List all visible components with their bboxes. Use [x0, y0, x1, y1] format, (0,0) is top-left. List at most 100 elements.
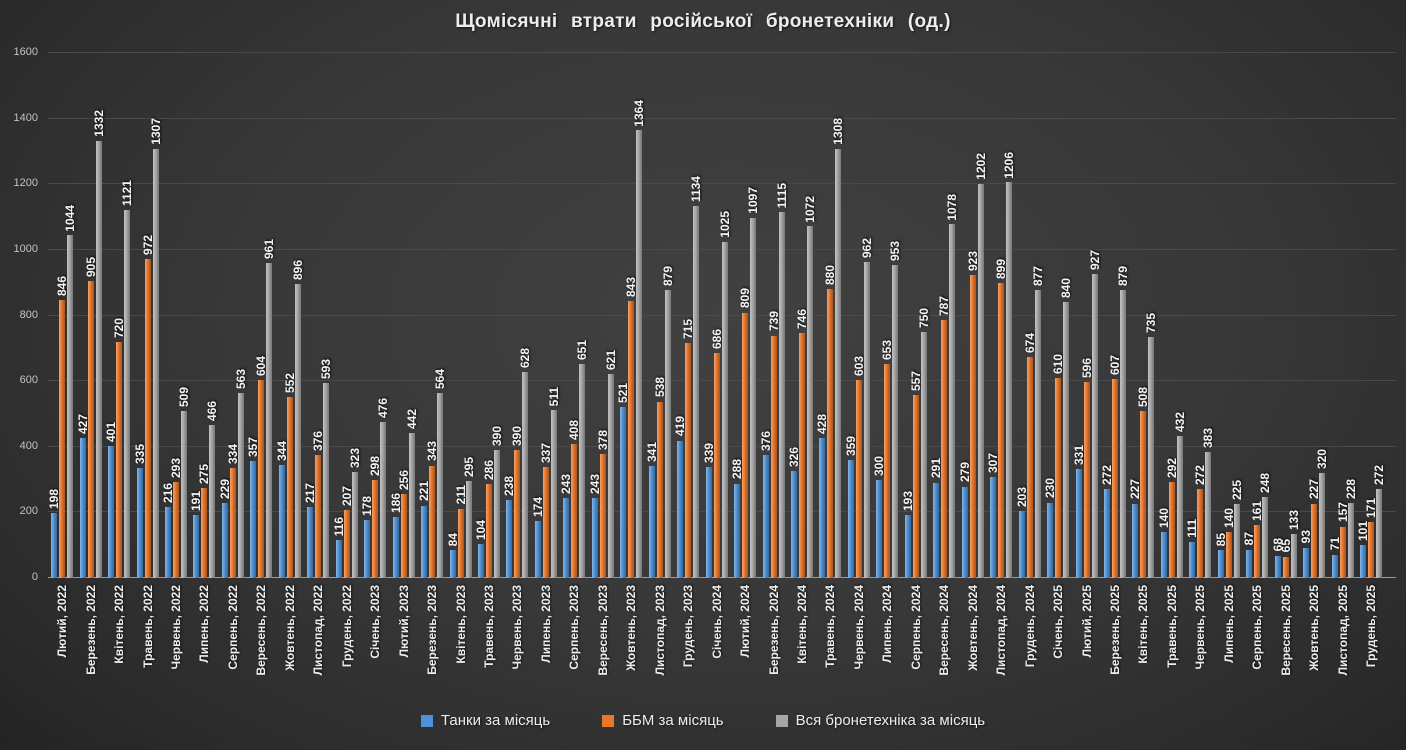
bar-all-armor[interactable]: 1134: [689, 176, 703, 578]
bar-all-armor[interactable]: 1025: [718, 211, 732, 578]
bar-all-armor[interactable]: 962: [860, 238, 874, 578]
bar-tanks[interactable]: 229: [218, 479, 232, 578]
bar-tanks[interactable]: 217: [303, 483, 317, 578]
bar-all-armor[interactable]: 432: [1173, 412, 1187, 578]
bar-all-armor[interactable]: 953: [888, 241, 902, 578]
bar-all-armor[interactable]: 1078: [945, 194, 959, 578]
bar-all-armor[interactable]: 442: [405, 409, 419, 578]
bar-all-armor[interactable]: 879: [1116, 266, 1130, 578]
bar-tanks[interactable]: 272: [1100, 465, 1114, 578]
bar-bbm[interactable]: 171: [1364, 498, 1378, 578]
bar-tanks[interactable]: 193: [901, 491, 915, 578]
bar-bbm[interactable]: 880: [823, 265, 837, 578]
bar-all-armor[interactable]: 628: [518, 348, 532, 578]
bar-tanks[interactable]: 243: [559, 474, 573, 578]
bar-all-armor[interactable]: 1332: [92, 110, 106, 578]
bar-all-armor[interactable]: 1308: [831, 118, 845, 578]
bar-all-armor[interactable]: 896: [291, 260, 305, 578]
bar-bbm[interactable]: 227: [1307, 479, 1321, 578]
bar-bbm[interactable]: 905: [84, 257, 98, 578]
bar-all-armor[interactable]: 1072: [803, 196, 817, 578]
bar-bbm[interactable]: 715: [681, 319, 695, 578]
bar-tanks[interactable]: 191: [189, 491, 203, 578]
bar-all-armor[interactable]: 320: [1315, 449, 1329, 578]
bar-tanks[interactable]: 376: [759, 431, 773, 578]
bar-tanks[interactable]: 344: [275, 441, 289, 578]
bar-tanks[interactable]: 357: [246, 437, 260, 578]
bar-tanks[interactable]: 111: [1185, 519, 1199, 578]
bar-bbm[interactable]: 604: [254, 356, 268, 578]
bar-tanks[interactable]: 307: [986, 453, 1000, 578]
bar-all-armor[interactable]: 476: [376, 398, 390, 578]
bar-tanks[interactable]: 428: [815, 414, 829, 578]
bar-tanks[interactable]: 178: [360, 496, 374, 578]
bar-tanks[interactable]: 427: [76, 414, 90, 578]
bar-bbm[interactable]: 207: [340, 486, 354, 578]
bar-tanks[interactable]: 140: [1157, 508, 1171, 578]
bar-bbm[interactable]: 972: [141, 235, 155, 578]
bar-tanks[interactable]: 198: [47, 489, 61, 578]
legend-item[interactable]: ББМ за місяць: [602, 712, 724, 729]
bar-tanks[interactable]: 326: [787, 447, 801, 578]
bar-tanks[interactable]: 71: [1328, 537, 1342, 578]
bar-all-armor[interactable]: 961: [262, 239, 276, 578]
bar-bbm[interactable]: 739: [767, 311, 781, 578]
bar-all-armor[interactable]: 133: [1287, 510, 1301, 578]
bar-bbm[interactable]: 552: [283, 373, 297, 578]
bar-bbm[interactable]: 337: [539, 443, 553, 578]
bar-tanks[interactable]: 216: [161, 483, 175, 578]
bar-tanks[interactable]: 230: [1043, 478, 1057, 578]
bar-bbm[interactable]: 293: [169, 458, 183, 578]
bar-bbm[interactable]: 843: [624, 277, 638, 578]
bar-bbm[interactable]: 140: [1222, 508, 1236, 578]
bar-tanks[interactable]: 339: [702, 443, 716, 578]
bar-all-armor[interactable]: 651: [575, 340, 589, 578]
bar-tanks[interactable]: 203: [1015, 487, 1029, 578]
bar-bbm[interactable]: 508: [1136, 387, 1150, 578]
bar-tanks[interactable]: 300: [872, 456, 886, 578]
bar-tanks[interactable]: 331: [1072, 445, 1086, 578]
bar-tanks[interactable]: 227: [1128, 479, 1142, 578]
bar-all-armor[interactable]: 621: [604, 350, 618, 578]
bar-bbm[interactable]: 686: [710, 329, 724, 578]
bar-bbm[interactable]: 378: [596, 430, 610, 578]
bar-all-armor[interactable]: 877: [1031, 266, 1045, 578]
bar-all-armor[interactable]: 1202: [974, 153, 988, 578]
bar-all-armor[interactable]: 927: [1088, 250, 1102, 578]
bar-bbm[interactable]: 846: [55, 276, 69, 578]
bar-tanks[interactable]: 174: [531, 497, 545, 578]
bar-bbm[interactable]: 161: [1250, 501, 1264, 578]
bar-all-armor[interactable]: 563: [234, 369, 248, 578]
bar-all-armor[interactable]: 225: [1230, 480, 1244, 578]
bar-tanks[interactable]: 279: [958, 462, 972, 578]
bar-all-armor[interactable]: 1206: [1002, 152, 1016, 578]
bar-bbm[interactable]: 292: [1165, 458, 1179, 578]
bar-bbm[interactable]: 538: [653, 377, 667, 578]
bar-tanks[interactable]: 238: [502, 476, 516, 578]
bar-all-armor[interactable]: 879: [661, 266, 675, 578]
bar-all-armor[interactable]: 1307: [149, 118, 163, 578]
legend-item[interactable]: Танки за місяць: [420, 712, 550, 729]
bar-bbm[interactable]: 603: [852, 356, 866, 578]
bar-tanks[interactable]: 68: [1271, 538, 1285, 578]
bar-tanks[interactable]: 93: [1299, 530, 1313, 578]
bar-tanks[interactable]: 521: [616, 383, 630, 578]
bar-all-armor[interactable]: 323: [348, 448, 362, 578]
bar-all-armor[interactable]: 564: [433, 369, 447, 578]
bar-bbm[interactable]: 275: [197, 464, 211, 578]
bar-all-armor[interactable]: 1121: [120, 180, 134, 578]
bar-bbm[interactable]: 596: [1080, 358, 1094, 578]
bar-bbm[interactable]: 653: [880, 340, 894, 578]
bar-bbm[interactable]: 787: [937, 296, 951, 578]
bar-all-armor[interactable]: 383: [1201, 428, 1215, 578]
legend-item[interactable]: Вся бронетехніка за місяць: [775, 712, 985, 729]
bar-bbm[interactable]: 334: [226, 444, 240, 578]
bar-bbm[interactable]: 272: [1193, 465, 1207, 578]
bar-bbm[interactable]: 298: [368, 456, 382, 578]
bar-bbm[interactable]: 610: [1051, 354, 1065, 578]
bar-all-armor[interactable]: 509: [177, 387, 191, 578]
bar-bbm[interactable]: 408: [567, 420, 581, 578]
bar-all-armor[interactable]: 840: [1059, 278, 1073, 578]
bar-all-armor[interactable]: 1044: [63, 205, 77, 578]
bar-all-armor[interactable]: 750: [917, 308, 931, 578]
